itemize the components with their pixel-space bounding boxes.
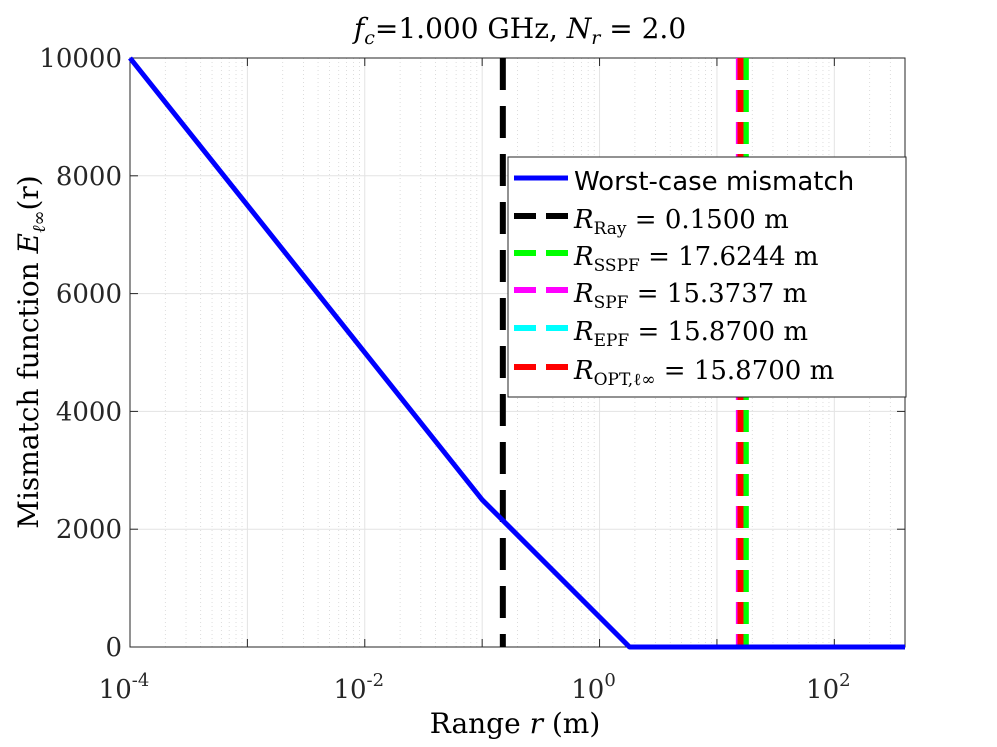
title-fc-value: =1.000 GHz,: [375, 12, 567, 45]
x-tick-label: 10-4: [99, 670, 150, 705]
y-tick-label: 0: [105, 633, 122, 663]
series-layer: [128, 56, 905, 650]
legend-entry-label: REPF = 15.8700 m: [573, 317, 808, 351]
worst-case-mismatch-line: [128, 56, 905, 650]
x-axis-label-var: r: [530, 707, 545, 740]
x-tick-label: 10-2: [333, 670, 384, 705]
chart-title: fc=1.000 GHz, Nr = 2.0: [352, 12, 686, 49]
y-tick-label: 6000: [56, 280, 122, 310]
legend-entry-label: Worst-case mismatch: [574, 167, 854, 197]
title-nr-value: = 2.0: [600, 12, 686, 45]
title-nr-symbol: N: [566, 12, 593, 45]
legend-entry-label: ROPT,ℓ∞ = 15.8700 m: [573, 356, 834, 390]
legend-entry-label: RRay = 0.1500 m: [573, 205, 789, 239]
x-tick-label: 100: [571, 670, 616, 705]
y-tick-label: 4000: [56, 397, 122, 427]
y-tick-label: 10000: [39, 44, 122, 74]
x-axis-label-text: Range: [430, 707, 530, 740]
x-axis-label-unit: (m): [543, 707, 600, 740]
title-nr-subscript: r: [591, 27, 602, 49]
x-tick-label: 102: [806, 670, 851, 705]
y-axis-label-text: Mismatch function: [12, 253, 45, 528]
x-axis-label: Range r (m): [430, 707, 601, 740]
legend-entry-label: RSPF = 15.3737 m: [573, 279, 807, 313]
legend-entry-label: RSSPF = 17.6244 m: [573, 242, 819, 276]
y-axis-label-var: E: [12, 233, 45, 254]
y-axis-label: Mismatch function Eℓ∞(r): [12, 175, 50, 528]
y-axis-label-subscript: ℓ∞: [29, 211, 50, 234]
y-axis-label-arg: (r): [12, 175, 45, 210]
y-tick-label: 8000: [56, 162, 122, 192]
title-fc-subscript: c: [364, 27, 375, 49]
y-tick-label: 2000: [56, 515, 122, 545]
legend-box: [507, 156, 907, 398]
axis-ticks: 0 2000 4000 6000 8000 10000 10-4 10-2 100 102: [39, 44, 905, 705]
legend: Worst-case mismatch RRay = 0.1500 mRSSPF …: [507, 156, 907, 398]
